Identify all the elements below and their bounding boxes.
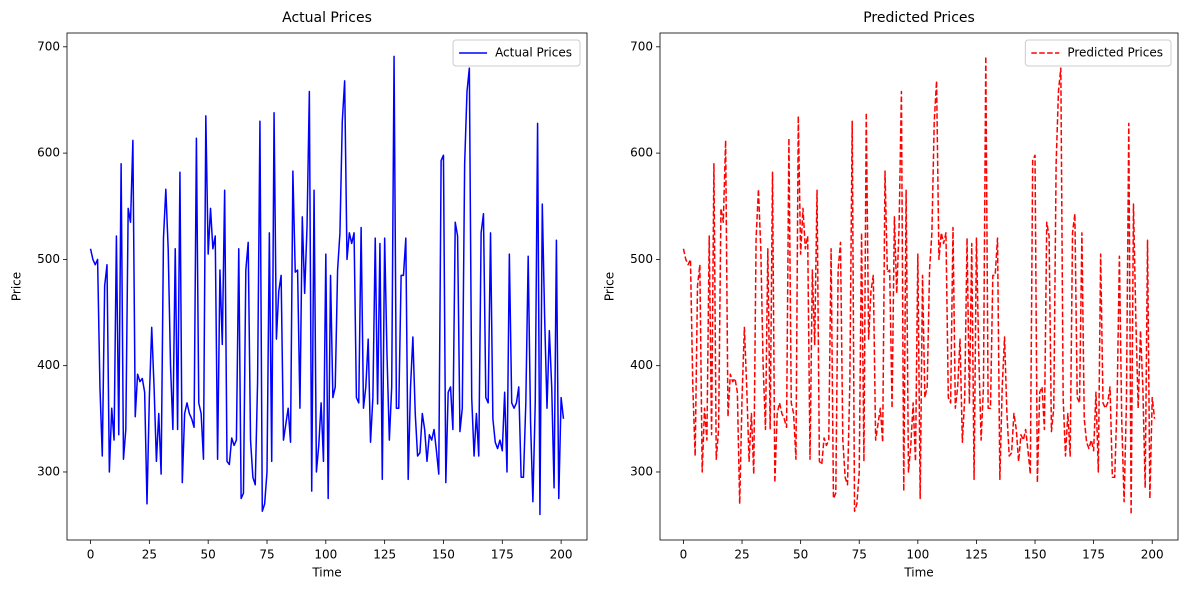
- x-tick-label: 200: [550, 548, 573, 562]
- y-tick-label: 700: [630, 39, 653, 53]
- x-tick-label: 200: [1141, 548, 1164, 562]
- chart: 0 25 50 75 100 125 150 175 200 300 400 500 600 700 Act…: [10, 10, 588, 580]
- chart-title: Predicted Prices: [863, 10, 975, 26]
- plot-area: [682, 55, 1156, 516]
- x-tick-label: 0: [680, 548, 688, 562]
- y-tick-label: 400: [630, 358, 653, 372]
- legend: Actual Prices: [452, 39, 581, 67]
- x-axis-label: Time: [311, 566, 341, 580]
- x-tick-label: 150: [432, 548, 455, 562]
- chart-title: Actual Prices: [282, 10, 372, 26]
- axes-frame: [659, 32, 1179, 541]
- chart: 0 25 50 75 100 125 150 175 200 300 400 500 600 700 Pre…: [603, 10, 1179, 580]
- legend-label: Predicted Prices: [1067, 46, 1163, 60]
- axes-frame: [66, 32, 588, 541]
- x-tick-label: 50: [201, 548, 216, 562]
- legend-label: Actual Prices: [495, 46, 572, 60]
- x-tick-label: 175: [1082, 548, 1105, 562]
- x-tick-label: 75: [852, 548, 867, 562]
- y-tick-label: 500: [37, 252, 60, 266]
- x-tick-label: 100: [906, 548, 929, 562]
- x-tick-label: 75: [259, 548, 274, 562]
- legend-frame: [1024, 39, 1172, 67]
- y-axis-label: Price: [603, 272, 617, 301]
- x-tick-label: 150: [1024, 548, 1047, 562]
- x-tick-label: 50: [793, 548, 808, 562]
- x-tick-label: 125: [965, 548, 988, 562]
- x-tick-label: 100: [314, 548, 337, 562]
- x-tick-label: 175: [491, 548, 514, 562]
- legend-frame: [452, 39, 581, 67]
- x-tick-label: 0: [87, 548, 95, 562]
- y-tick-label: 500: [630, 252, 653, 266]
- y-tick-label: 400: [37, 358, 60, 372]
- data-line: [682, 55, 1156, 516]
- x-tick-label: 25: [734, 548, 749, 562]
- plot-area: [89, 55, 565, 516]
- y-tick-label: 600: [630, 146, 653, 160]
- legend: Predicted Prices: [1024, 39, 1172, 67]
- y-tick-label: 600: [37, 146, 60, 160]
- y-tick-label: 700: [37, 39, 60, 53]
- y-tick-label: 300: [630, 464, 653, 478]
- data-line: [89, 55, 565, 516]
- y-axis-label: Price: [10, 272, 24, 301]
- x-tick-label: 125: [373, 548, 396, 562]
- x-axis-label: Time: [903, 566, 933, 580]
- y-tick-label: 300: [37, 464, 60, 478]
- x-tick-label: 25: [142, 548, 157, 562]
